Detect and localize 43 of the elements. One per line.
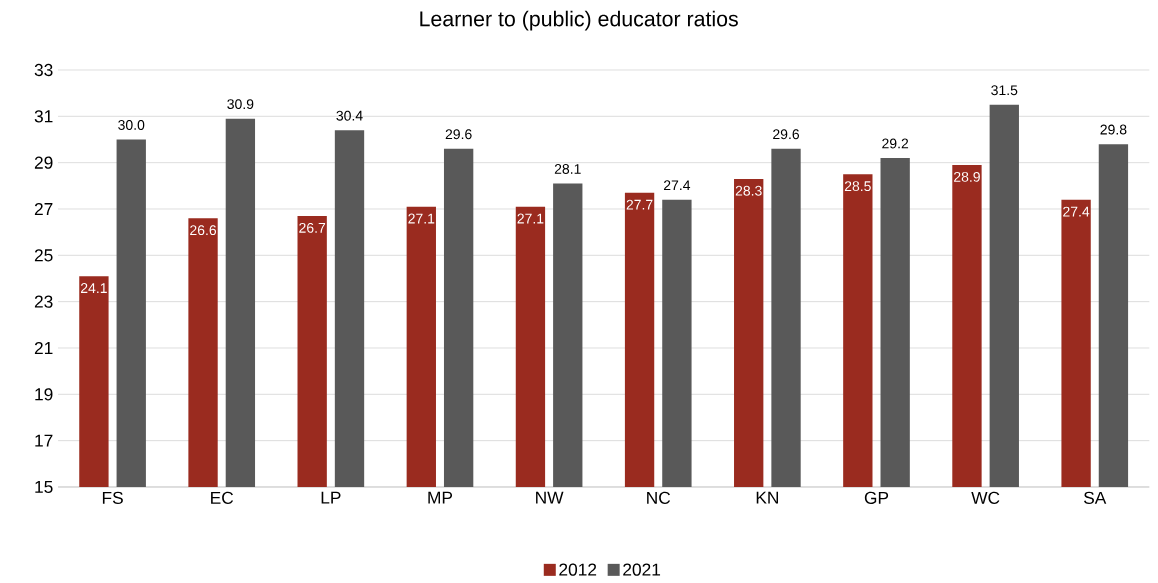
data-label: 29.6	[773, 129, 800, 140]
data-label: 28.3	[735, 185, 762, 196]
data-label: 30.4	[336, 110, 363, 121]
data-label: 28.9	[954, 171, 980, 182]
x-tick-label: GP	[864, 491, 889, 505]
y-tick-label: 23	[34, 295, 53, 308]
data-label: 27.1	[408, 213, 435, 224]
data-label: 26.6	[190, 225, 217, 236]
chart-title: Learner to (public) educator ratios	[420, 10, 738, 31]
x-tick-label: KN	[756, 491, 778, 504]
y-tick-label: 21	[34, 341, 53, 355]
data-label: 27.7	[626, 199, 653, 210]
y-tick-label: 15	[35, 480, 53, 494]
y-tick-label: 19	[35, 388, 53, 401]
x-tick-label: EC	[211, 491, 234, 505]
data-label: 27.4	[1063, 206, 1090, 217]
y-tick-label: 31	[34, 110, 53, 123]
y-tick-label: 27	[34, 202, 53, 216]
x-tick-label: FS	[102, 491, 123, 505]
data-label: 27.4	[663, 180, 691, 191]
x-tick-label: WC	[971, 491, 1000, 505]
legend-label: 2021	[623, 563, 661, 576]
data-label: 24.1	[81, 283, 107, 293]
data-label: 30.9	[227, 99, 254, 110]
x-tick-label: LP	[321, 491, 341, 504]
data-label: 26.7	[299, 222, 326, 233]
data-label: 30.0	[118, 120, 145, 130]
data-label: 28.1	[554, 164, 581, 174]
data-label: 27.1	[517, 213, 544, 224]
legend-label: 2012	[559, 563, 597, 576]
data-label: 31.5	[991, 85, 1018, 96]
y-tick-label: 29	[34, 156, 53, 169]
data-label: 29.2	[882, 138, 909, 149]
x-tick-label: SA	[1083, 491, 1107, 505]
data-label: 29.6	[445, 129, 472, 140]
data-label: 29.8	[1100, 124, 1127, 135]
y-tick-label: 33	[34, 63, 53, 77]
y-tick-label: 25	[34, 249, 53, 262]
x-tick-label: NC	[647, 491, 671, 505]
x-tick-label: NW	[536, 491, 564, 504]
x-tick-label: MP	[428, 491, 453, 504]
y-tick-label: 17	[35, 434, 53, 447]
data-label: 28.5	[844, 181, 871, 192]
